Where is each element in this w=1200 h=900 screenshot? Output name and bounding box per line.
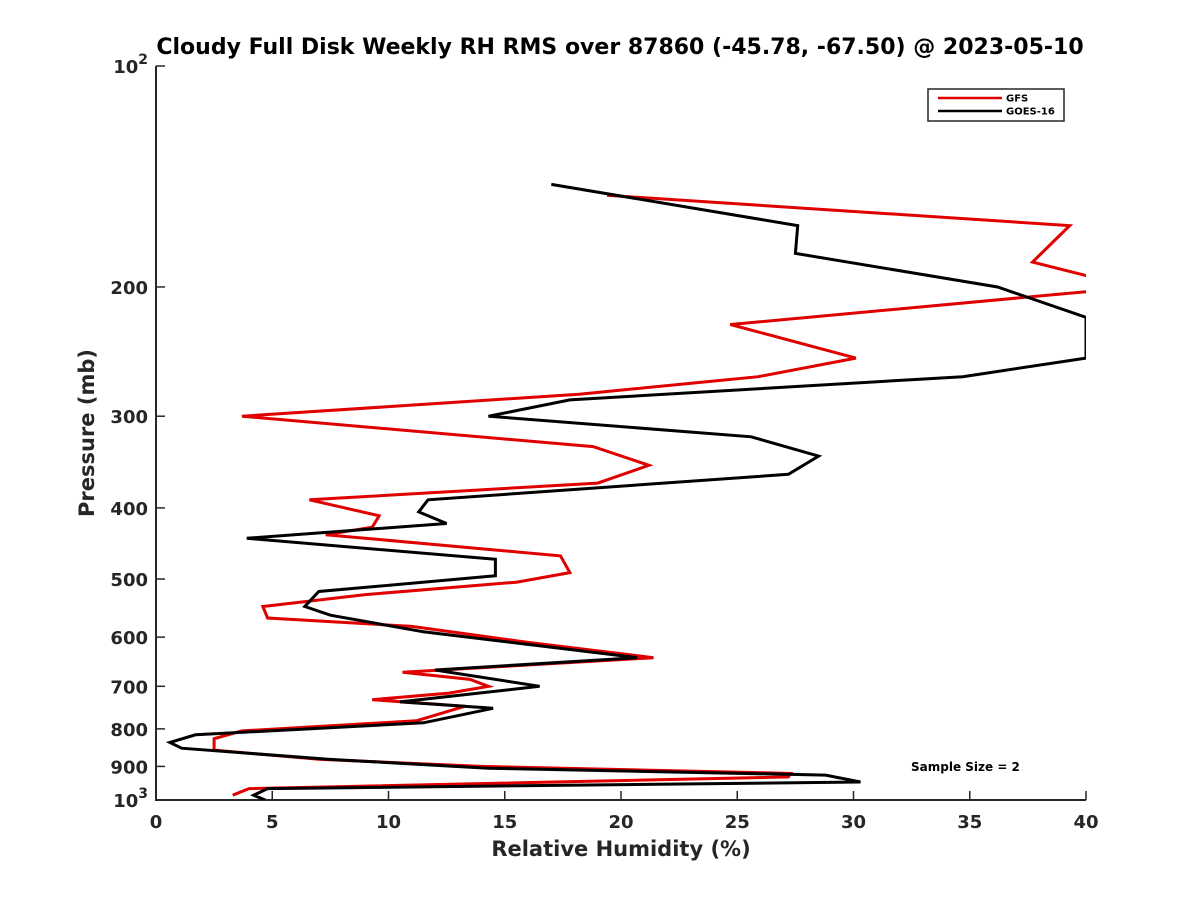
legend-label-gfs: GFS (1006, 94, 1028, 105)
y-axis-label: Pressure (mb) (75, 349, 99, 517)
y-tick-label: 102 (113, 52, 148, 78)
y-axis-ticks: 102 200 300 400 500 600 700 800 900 103 (110, 52, 165, 812)
y-tick-label: 103 (113, 786, 148, 812)
legend-label-goes16: GOES-16 (1006, 107, 1055, 118)
x-tick-label: 10 (376, 812, 401, 833)
y-tick-label: 900 (110, 757, 148, 778)
y-tick-label: 200 (110, 278, 148, 299)
x-tick-label: 30 (841, 812, 866, 833)
x-tick-label: 40 (1073, 812, 1098, 833)
series-line-gfs (212, 193, 1086, 797)
legend: GFS GOES-16 (927, 88, 1065, 122)
x-tick-label: 0 (150, 812, 163, 833)
y-tick-label: 700 (110, 677, 148, 698)
y-tick-label: 500 (110, 570, 148, 591)
y-tick-label: 600 (110, 628, 148, 649)
y-tick-label: 800 (110, 720, 148, 741)
legend-box (927, 88, 1065, 122)
y-tick-label: 300 (110, 407, 148, 428)
x-tick-label: 5 (266, 812, 279, 833)
x-axis-label: Relative Humidity (%) (491, 837, 750, 861)
x-tick-label: 35 (957, 812, 982, 833)
series-group (165, 182, 1086, 800)
x-tick-label: 25 (725, 812, 750, 833)
series-line-goes-16 (165, 182, 1086, 800)
x-tick-label: 20 (608, 812, 633, 833)
y-tick-label: 400 (110, 499, 148, 520)
chart-title: Cloudy Full Disk Weekly RH RMS over 8786… (156, 35, 1083, 60)
x-axis-ticks: 0 5 10 15 20 25 30 35 40 (150, 791, 1099, 833)
x-tick-label: 15 (492, 812, 517, 833)
sample-size-annotation: Sample Size = 2 (911, 760, 1020, 774)
